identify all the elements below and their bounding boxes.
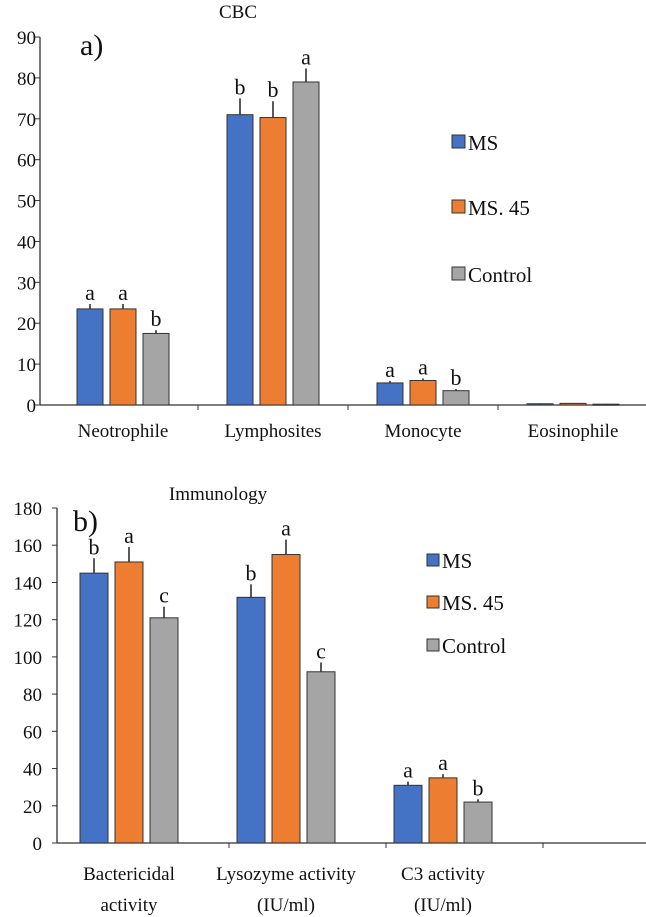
significance-letter: b <box>89 534 100 559</box>
bar-control <box>442 390 470 406</box>
legend-label: Control <box>468 263 532 287</box>
significance-letter: a <box>301 44 311 69</box>
panel-b-immunology: Immunology b) 0 20 40 60 80 100 120 140 160 180 Ba… <box>14 484 646 916</box>
bar-ms <box>376 382 404 406</box>
y-tick-label: 40 <box>17 232 36 253</box>
y-tick-label: 60 <box>23 722 42 743</box>
significance-letter: b <box>451 365 462 390</box>
y-tick-label: 40 <box>23 760 42 781</box>
chart-title: Immunology <box>169 484 268 505</box>
x-category-label: activity <box>101 895 158 916</box>
y-tick-label: 70 <box>17 110 36 131</box>
legend-label: MS. 45 <box>442 591 504 615</box>
bar-ms <box>236 596 266 844</box>
significance-letter: b <box>246 560 257 585</box>
bar-control <box>292 81 320 406</box>
bar-ms-45 <box>428 777 458 844</box>
legend-swatch <box>426 553 440 567</box>
chart-title: CBC <box>219 2 257 23</box>
x-category-label: Neotrophile <box>78 421 169 442</box>
significance-letter: b <box>151 306 162 331</box>
y-tick-label: 50 <box>17 192 36 213</box>
y-tick-label: 0 <box>33 834 43 855</box>
y-tick-label: 100 <box>14 648 43 669</box>
x-category-label: Lymphosites <box>224 421 321 442</box>
legend-swatch <box>451 266 466 281</box>
bar-ms-45 <box>114 561 144 844</box>
bar-ms-45 <box>409 379 437 406</box>
significance-letter: a <box>438 750 448 775</box>
x-category-label: Bactericidal <box>83 864 175 885</box>
y-tick-label: 20 <box>17 314 36 335</box>
legend-swatch <box>426 595 440 609</box>
y-tick-label: 10 <box>17 355 36 376</box>
bar-control <box>149 617 179 844</box>
x-category-label: Lysozyme activity <box>216 864 356 885</box>
legend-label: MS <box>442 549 472 573</box>
significance-letter: c <box>159 583 169 608</box>
legend-swatch <box>451 199 466 214</box>
y-tick-label: 60 <box>17 151 36 172</box>
significance-letter: a <box>418 354 428 379</box>
significance-letter: a <box>118 280 128 305</box>
x-category-label: (IU/ml) <box>257 895 315 916</box>
significance-letter: b <box>473 775 484 800</box>
y-tick-label: 90 <box>17 28 36 49</box>
significance-letter: a <box>403 758 413 783</box>
y-tick-label: 0 <box>27 396 37 417</box>
bar-ms <box>79 572 109 844</box>
bar-control <box>142 332 170 406</box>
x-category-label: Monocyte <box>384 421 461 442</box>
bar-control <box>306 671 336 844</box>
legend-swatch <box>451 134 466 149</box>
bar-ms-45 <box>259 117 287 406</box>
significance-letter: c <box>316 638 326 663</box>
y-tick-label: 120 <box>14 611 43 632</box>
bar-ms <box>526 403 554 406</box>
bar-ms-45 <box>559 402 587 406</box>
y-tick-label: 20 <box>23 797 42 818</box>
bar-ms <box>226 114 254 406</box>
significance-letter: a <box>85 280 95 305</box>
bar-ms-45 <box>109 308 137 406</box>
legend-label: Control <box>442 634 506 658</box>
significance-letter: b <box>235 74 246 99</box>
y-tick-label: 160 <box>14 536 43 557</box>
x-category-label: Eosinophile <box>528 421 619 442</box>
x-category-label: C3 activity <box>401 864 485 885</box>
significance-letter: a <box>281 516 291 541</box>
significance-letter: a <box>385 357 395 382</box>
legend-label: MS. 45 <box>468 196 530 220</box>
panel-label: b) <box>73 505 98 538</box>
bar-ms <box>393 784 423 844</box>
significance-letter: b <box>268 77 279 102</box>
significance-letter: a <box>124 523 134 548</box>
y-tick-label: 140 <box>14 573 43 594</box>
y-tick-label: 80 <box>17 69 36 90</box>
y-tick-label: 80 <box>23 685 42 706</box>
legend-label: MS <box>468 131 498 155</box>
y-tick-label: 180 <box>14 499 43 520</box>
bar-control <box>463 801 493 844</box>
y-tick-label: 30 <box>17 273 36 294</box>
bar-ms <box>76 308 104 406</box>
bar-ms-45 <box>271 554 301 844</box>
legend-swatch <box>426 638 440 652</box>
panel-label: a) <box>80 29 103 62</box>
bar-control <box>592 403 620 406</box>
x-category-label: (IU/ml) <box>414 895 472 916</box>
